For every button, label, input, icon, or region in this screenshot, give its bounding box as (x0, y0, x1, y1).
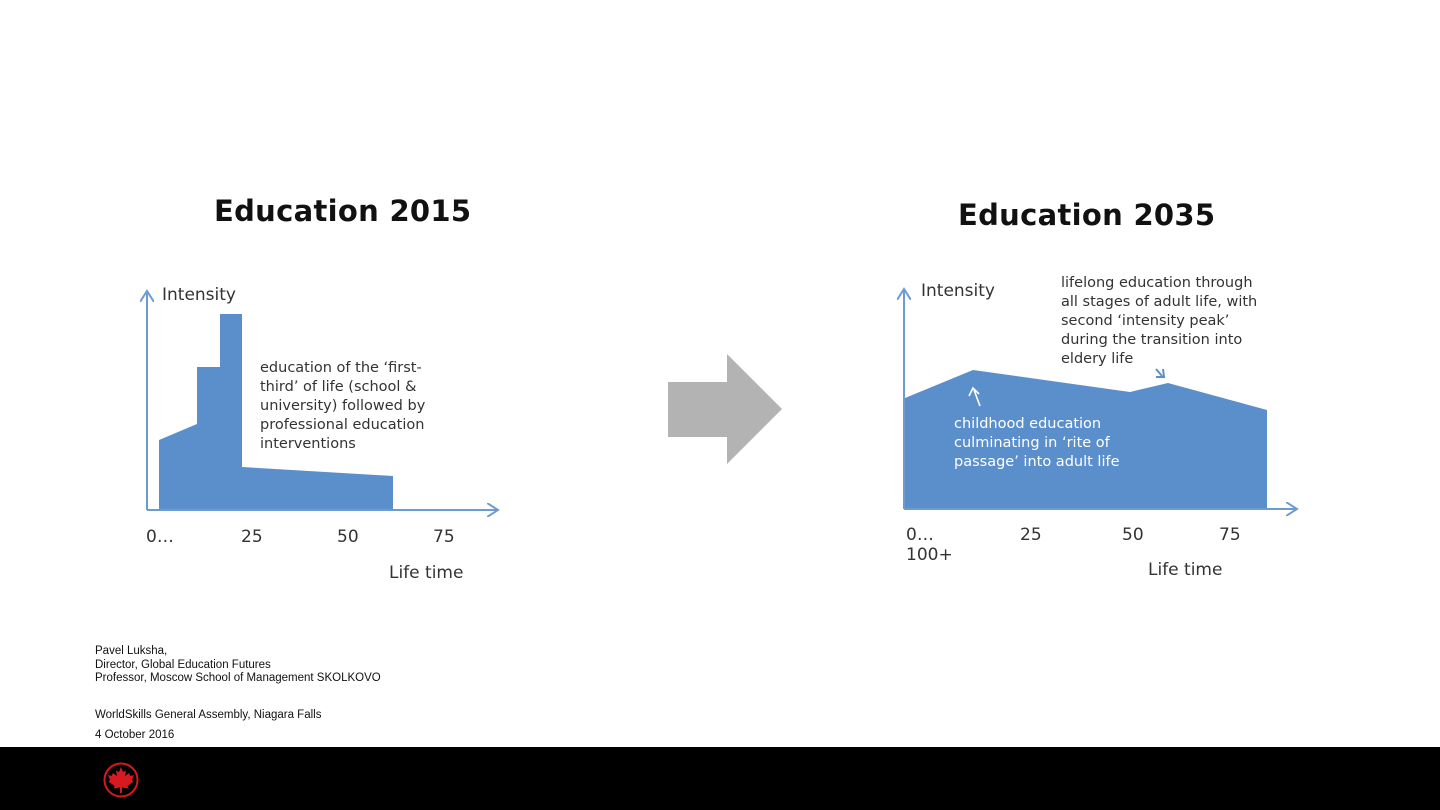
annotation-2015-line-5: interventions (260, 436, 356, 452)
annotation-2015-line-4: professional education (260, 417, 424, 433)
tick-label-2035-2: 50 (1122, 525, 1144, 545)
event-date: 4 October 2016 (95, 729, 175, 741)
annotation-2035-inside-line-3: passage’ into adult life (954, 454, 1120, 470)
author-credits: Pavel Luksha, Director, Global Education… (95, 645, 381, 686)
annotation-2035-inside-line-2: culminating in ‘rite of (954, 435, 1111, 451)
event-name: WorldSkills General Assembly, Niagara Fa… (95, 709, 322, 721)
right-arrow-icon (668, 354, 782, 464)
tick-label-2035-3: 75 (1219, 525, 1241, 545)
y-axis-label-2035: Intensity (921, 281, 995, 301)
tick-label-2035-1: 25 (1020, 525, 1042, 545)
annotation-2015-line-3: university) followed by (260, 398, 426, 414)
tick-label-2015-0: 0… (146, 527, 174, 547)
intensity-area-2015 (159, 314, 393, 510)
annotation-2035-top-line-2: all stages of adult life, with (1061, 294, 1257, 310)
annotation-2035-inside: childhood education culminating in ‘rite… (954, 416, 1120, 470)
footer-bar (0, 747, 1440, 810)
second-peak-pointer-icon (1155, 368, 1166, 378)
diagram-2015: Intensity 0… 25 50 75 Life time educatio… (146, 285, 497, 583)
author-name: Pavel Luksha, (95, 645, 168, 657)
author-role-1: Director, Global Education Futures (95, 658, 271, 671)
annotation-2015: education of the ‘first- third’ of life … (260, 360, 426, 452)
diagram-2035: Intensity 0… 100+ 25 50 75 Life time lif… (904, 275, 1296, 580)
annotation-2015-line-1: education of the ‘first- (260, 360, 422, 376)
annotation-2035-top-line-5: eldery life (1061, 351, 1133, 367)
y-axis-label-2015: Intensity (162, 285, 236, 305)
x-axis-label-2035: Life time (1148, 560, 1222, 580)
author-role-2: Professor, Moscow School of Management S… (95, 672, 381, 684)
tick-label-2015-2: 50 (337, 527, 359, 547)
first-peak-pointer-icon (968, 386, 981, 407)
annotation-2035-top-line-1: lifelong education through (1061, 275, 1253, 291)
diagram-2015-title: Education 2015 (214, 194, 472, 228)
annotation-2015-line-2: third’ of life (school & (260, 379, 416, 395)
maple-leaf-logo-icon (103, 762, 139, 798)
annotation-2035-top-line-4: during the transition into (1061, 332, 1242, 348)
diagram-2035-title: Education 2035 (958, 198, 1216, 232)
tick-label-2015-1: 25 (241, 527, 263, 547)
annotation-2035-top: lifelong education through all stages of… (1061, 275, 1257, 367)
annotation-2035-top-line-3: second ‘intensity peak’ (1061, 313, 1229, 329)
intensity-area-2035 (905, 370, 1267, 509)
x-axis-label-2015: Life time (389, 563, 463, 583)
tick-label-2015-3: 75 (433, 527, 455, 547)
diagrams-canvas: Intensity 0… 25 50 75 Life time educatio… (0, 275, 1440, 583)
tick-label-2035-extra: 100+ (906, 545, 953, 565)
annotation-2035-inside-line-1: childhood education (954, 416, 1101, 432)
tick-label-2035-0: 0… (906, 525, 934, 545)
